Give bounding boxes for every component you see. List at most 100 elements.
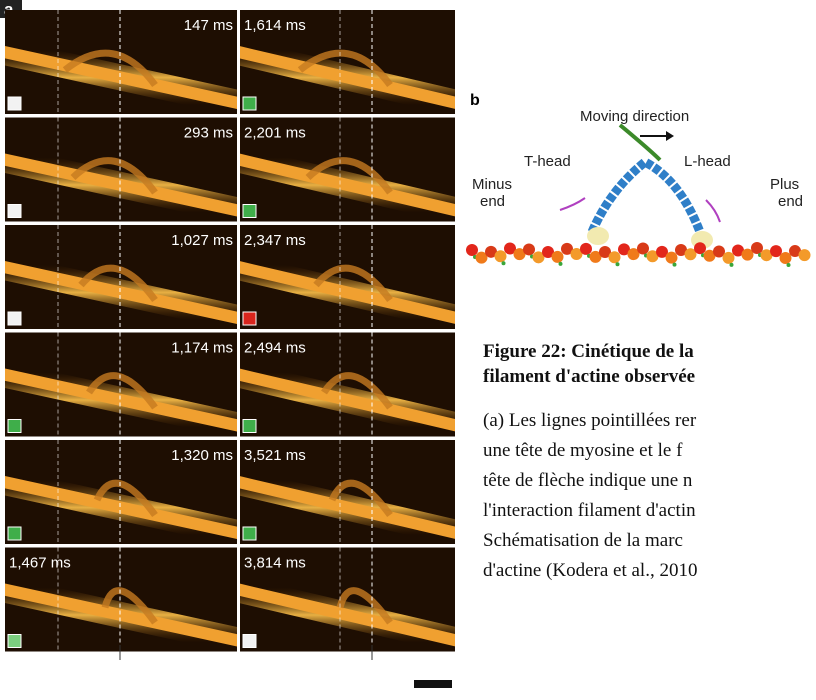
time-label: 1,467 ms: [9, 555, 71, 572]
frame-content: 1,174 ms: [5, 332, 237, 437]
frame-content: 2,347 ms: [240, 225, 455, 329]
frame: 2,347 ms: [240, 225, 455, 329]
actin-bead: [656, 245, 668, 258]
time-label: 3,521 ms: [244, 447, 306, 464]
myosin: [86, 372, 158, 410]
arrow-head: [666, 131, 674, 141]
time-label: 293 ms: [184, 125, 233, 142]
frame-content: 147 ms: [5, 10, 237, 114]
panel-label: a: [4, 0, 14, 19]
time-label: 2,347 ms: [244, 232, 306, 249]
actin-bead: [694, 242, 706, 255]
actin-dot: [729, 262, 734, 267]
actin-bead: [551, 250, 564, 263]
l-head-label: L-head: [684, 153, 731, 170]
frame-content: 1,027 ms: [5, 225, 237, 329]
frame: 1,614 ms: [240, 10, 455, 114]
actin-bead: [475, 251, 488, 264]
actin-dot: [786, 262, 791, 267]
plus-label: end: [778, 193, 803, 210]
actin-bead: [713, 245, 725, 258]
actin-bead: [580, 242, 592, 255]
time-label: 1,174 ms: [171, 340, 233, 357]
actin-bead: [532, 251, 545, 264]
frame-content: 1,467 ms: [5, 547, 237, 652]
minus-label: Minus: [472, 176, 512, 193]
state-marker: [7, 204, 22, 218]
myosin: [305, 157, 393, 195]
frame-content: 1,320 ms: [5, 440, 237, 544]
myosin: [587, 156, 705, 234]
myosin: [62, 49, 158, 88]
frame-content: 2,494 ms: [240, 332, 455, 437]
filament: [240, 46, 455, 109]
panel-b: b Moving direction T-head L-head Minus e…: [466, 92, 811, 267]
state-marker: [7, 634, 22, 648]
myosin: [297, 49, 393, 88]
caption-line: (a) Les lignes pointillées rer: [483, 410, 697, 431]
filament: [240, 261, 455, 324]
state-marker: [242, 634, 257, 648]
actin-bead: [779, 251, 792, 264]
actin-bead: [485, 245, 497, 258]
filament: [5, 476, 237, 539]
time-label: 1,027 ms: [171, 232, 233, 249]
panel-label: b: [470, 92, 480, 109]
actin-bead: [627, 248, 640, 261]
actin-dot: [672, 262, 677, 267]
time-label: 3,814 ms: [244, 555, 306, 572]
actin-bead: [589, 250, 602, 263]
actin-bead: [741, 248, 754, 261]
filament: [5, 583, 237, 647]
filament: [240, 583, 455, 647]
filament: [240, 476, 455, 539]
frame: 3,814 ms: [240, 547, 455, 652]
actin-bead: [732, 244, 744, 257]
frame-content: 3,521 ms: [240, 440, 455, 544]
frame: 293 ms: [5, 117, 237, 222]
actin-bead: [760, 249, 773, 262]
actin-bead: [722, 251, 735, 264]
myosin: [78, 264, 158, 303]
actin-bead: [703, 249, 716, 262]
state-marker: [242, 311, 257, 326]
actin-bead: [684, 248, 697, 261]
frame: 2,494 ms: [240, 332, 455, 437]
actin-bead: [466, 244, 478, 256]
state-marker: [242, 526, 257, 541]
caption-line: d'actine (Kodera et al., 2010: [483, 560, 698, 581]
caption-line: tête de flèche indique une n: [483, 470, 693, 491]
state-marker: [242, 96, 257, 111]
plus-label: Plus: [770, 176, 799, 193]
time-label: 2,494 ms: [244, 340, 306, 357]
actin-bead: [608, 251, 621, 264]
state-marker: [7, 526, 22, 541]
actin-dot: [558, 261, 563, 266]
myosin: [313, 264, 393, 303]
time-label: 2,201 ms: [244, 125, 306, 142]
filament: [240, 153, 455, 217]
actin-dot: [615, 262, 620, 267]
frame-content: 2,201 ms: [240, 117, 455, 222]
bracket: [705, 199, 721, 223]
actin-bead: [637, 242, 649, 255]
direction-label: Moving direction: [580, 108, 689, 125]
state-marker: [242, 419, 257, 433]
actin-bead: [675, 243, 687, 256]
time-label: 1,320 ms: [171, 447, 233, 464]
state-marker: [242, 204, 257, 218]
state-marker: [7, 419, 22, 433]
head: [587, 227, 609, 245]
caption-title: Figure 22: Cinétique de la: [483, 341, 694, 362]
time-label: 1,614 ms: [244, 17, 306, 34]
caption-line: Schématisation de la marc: [483, 530, 683, 551]
caption-title: filament d'actine observée: [483, 366, 696, 387]
actin-bead: [561, 242, 573, 255]
frame-content: 1,614 ms: [240, 10, 455, 114]
state-marker: [7, 96, 22, 111]
myosin: [321, 372, 393, 410]
scale-bar: [414, 680, 452, 688]
frame: 1,027 ms: [5, 225, 237, 329]
actin-bead: [542, 245, 554, 258]
